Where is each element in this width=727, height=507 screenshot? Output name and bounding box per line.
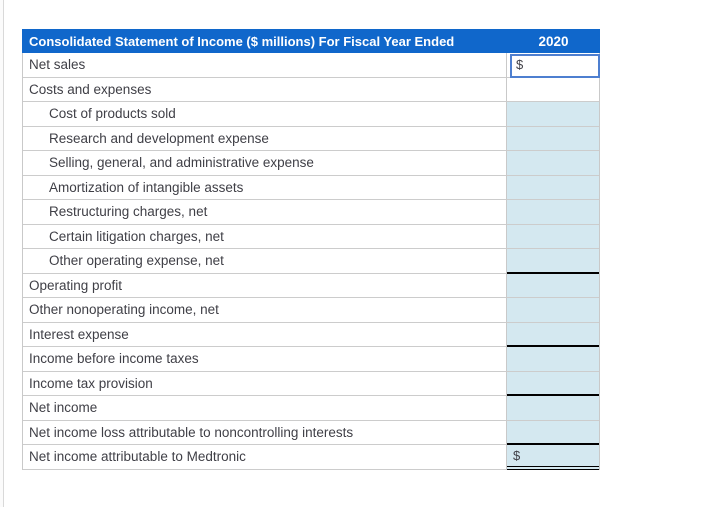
table-row: Net sales $	[22, 53, 600, 78]
row-label: Other nonoperating income, net	[23, 298, 507, 323]
year-column-header: 2020	[538, 33, 569, 49]
value-cell-2020[interactable]	[507, 371, 599, 396]
row-label: Operating profit	[23, 273, 507, 298]
table-row: Certain litigation charges, net	[22, 224, 600, 249]
value-cell-2020[interactable]	[507, 151, 599, 176]
table-row: Amortization of intangible assets	[22, 175, 600, 200]
row-label: Net income loss attributable to noncontr…	[23, 420, 507, 445]
table-row: Other operating expense, net	[22, 249, 600, 274]
value-cell-2020[interactable]: $	[507, 53, 600, 78]
table-row: Costs and expenses	[22, 77, 600, 102]
value-cell-2020[interactable]	[507, 102, 599, 127]
table-row: Net income loss attributable to noncontr…	[22, 420, 600, 445]
value-cell-2020[interactable]	[507, 322, 599, 347]
dollar-sign: $	[513, 447, 521, 463]
value-cell-2020[interactable]	[507, 126, 599, 151]
value-cell-2020[interactable]	[507, 224, 599, 249]
row-label: Restructuring charges, net	[23, 200, 507, 225]
row-label: Certain litigation charges, net	[23, 224, 507, 249]
row-label: Cost of products sold	[23, 102, 507, 127]
value-cell-2020[interactable]	[507, 200, 599, 225]
value-cell-2020[interactable]	[507, 249, 599, 274]
row-label: Research and development expense	[23, 126, 507, 151]
row-label: Costs and expenses	[23, 77, 507, 102]
page-left-margin	[0, 0, 3, 507]
table-row: Income tax provision	[22, 371, 600, 396]
value-cell-2020[interactable]	[507, 347, 599, 372]
row-label: Net income	[23, 396, 507, 421]
row-label: Amortization of intangible assets	[23, 175, 507, 200]
table-row: Restructuring charges, net	[22, 200, 600, 225]
row-label: Net sales	[23, 53, 507, 78]
table-row: Other nonoperating income, net	[22, 298, 600, 323]
row-label: Interest expense	[23, 322, 507, 347]
table-body: Net sales $ Costs and expenses Cost of p…	[22, 53, 600, 470]
table-row: Operating profit	[22, 273, 600, 298]
value-cell-2020[interactable]	[507, 273, 599, 298]
table-row: Research and development expense	[22, 126, 600, 151]
table-row: Net income attributable to Medtronic $	[22, 445, 600, 470]
table-row: Income before income taxes	[22, 347, 600, 372]
row-label: Other operating expense, net	[23, 249, 507, 274]
row-label: Net income attributable to Medtronic	[23, 445, 507, 470]
table-header-row: Consolidated Statement of Income ($ mill…	[22, 29, 600, 53]
row-label: Income before income taxes	[23, 347, 507, 372]
table-row: Interest expense	[22, 322, 600, 347]
table-row: Selling, general, and administrative exp…	[22, 151, 600, 176]
value-cell-2020[interactable]	[507, 396, 599, 421]
table-title: Consolidated Statement of Income ($ mill…	[29, 33, 455, 49]
income-statement-table: Consolidated Statement of Income ($ mill…	[22, 29, 600, 470]
table-row: Cost of products sold	[22, 102, 600, 127]
value-cell-2020[interactable]	[507, 420, 599, 445]
row-label: Income tax provision	[23, 371, 507, 396]
table-row: Net income	[22, 396, 600, 421]
row-label: Selling, general, and administrative exp…	[23, 151, 507, 176]
value-cell-2020[interactable]	[507, 77, 599, 102]
page-left-divider-line	[3, 0, 4, 507]
value-cell-2020[interactable]: $	[507, 445, 599, 470]
dollar-sign: $	[516, 57, 524, 73]
value-cell-2020[interactable]	[507, 175, 599, 200]
value-cell-2020[interactable]	[507, 298, 599, 323]
